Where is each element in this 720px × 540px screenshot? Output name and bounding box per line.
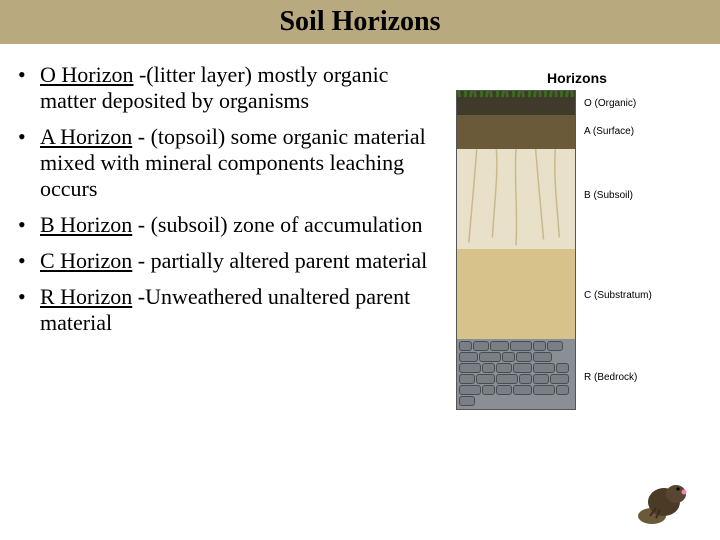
term-r: R Horizon: [40, 284, 132, 309]
layer-1: [457, 115, 575, 149]
layer-label-4: R (Bedrock): [584, 372, 637, 383]
layer-2: [457, 149, 575, 249]
bullet-c-horizon: C Horizon - partially altered parent mat…: [18, 248, 448, 274]
bullet-o-horizon: O Horizon -(litter layer) mostly organic…: [18, 62, 448, 114]
bullet-list: O Horizon -(litter layer) mostly organic…: [18, 62, 448, 410]
layer-label-0: O (Organic): [584, 98, 636, 109]
soil-diagram: Horizons O (Organic) A (Surface) B (Subsoi…: [448, 62, 698, 410]
roots-icon: [457, 149, 575, 247]
layer-0: [457, 91, 575, 115]
title-bar: Soil Horizons: [0, 0, 720, 44]
grass-icon: [457, 91, 575, 97]
term-b: B Horizon: [40, 212, 132, 237]
desc-b: - (subsoil) zone of accumulation: [132, 212, 422, 237]
diagram-header: Horizons: [456, 70, 698, 86]
diagram-canvas: O (Organic) A (Surface) B (Subsoil) C (Subs…: [456, 90, 696, 410]
page-title: Soil Horizons: [279, 6, 440, 38]
layer-3: [457, 249, 575, 339]
bedrock-rocks: [457, 339, 575, 408]
term-o: O Horizon: [40, 62, 133, 87]
bullet-b-horizon: B Horizon - (subsoil) zone of accumulati…: [18, 212, 448, 238]
mole-icon: [636, 472, 692, 526]
layer-4: [457, 339, 575, 409]
term-a: A Horizon: [40, 124, 132, 149]
term-c: C Horizon: [40, 248, 132, 273]
bullet-r-horizon: R Horizon -Unweathered unaltered parent …: [18, 284, 448, 336]
desc-c: - partially altered parent material: [132, 248, 427, 273]
layer-label-2: B (Subsoil): [584, 190, 633, 201]
layer-label-3: C (Substratum): [584, 290, 652, 301]
soil-column: [456, 90, 576, 410]
content-area: O Horizon -(litter layer) mostly organic…: [0, 44, 720, 418]
bullet-a-horizon: A Horizon - (topsoil) some organic mater…: [18, 124, 448, 202]
layer-label-1: A (Surface): [584, 126, 634, 137]
